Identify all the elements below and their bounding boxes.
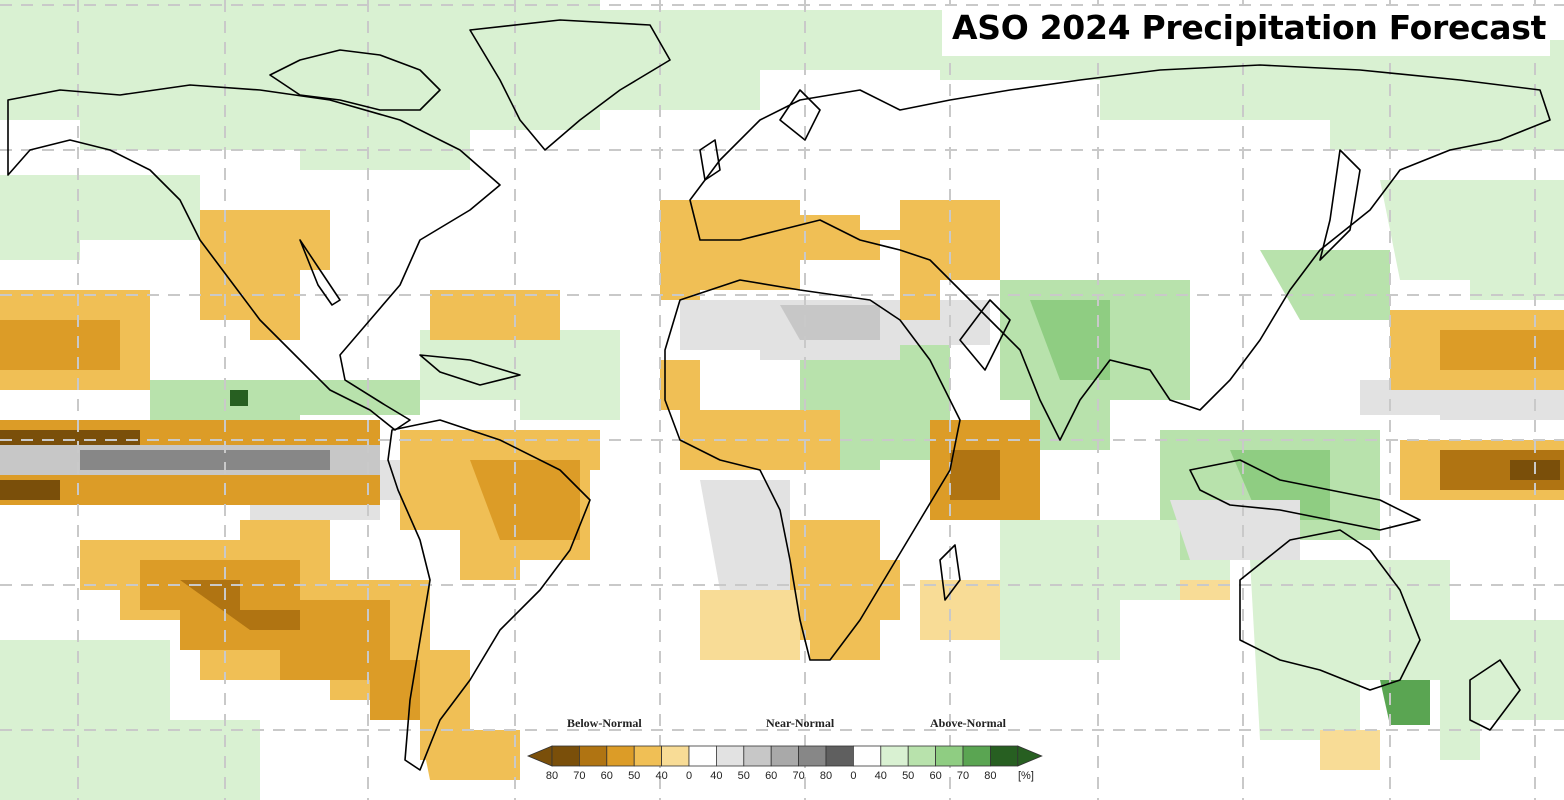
above-normal-south-indian xyxy=(1000,520,1230,660)
below-normal-sw-us xyxy=(200,210,330,340)
map-title: ASO 2024 Precipitation Forecast xyxy=(952,8,1547,47)
legend-tick-label: 80 xyxy=(819,770,833,782)
above-normal-se-australia-core xyxy=(1380,680,1430,725)
new-zealand-outline xyxy=(1469,659,1521,731)
below-normal-mozambique-channel xyxy=(920,580,1000,640)
below-normal-west-africa-coast xyxy=(660,360,700,410)
legend-tick-label: 80 xyxy=(545,770,559,782)
legend-units: [%] xyxy=(1018,770,1034,782)
below-normal-subtropical-atlantic xyxy=(430,290,560,340)
below-normal-itcz-south-core xyxy=(0,480,60,500)
below-normal-southern-africa xyxy=(790,520,900,660)
greenland-outline xyxy=(469,19,671,151)
legend-tick-label: 50 xyxy=(737,770,750,782)
madagascar-outline xyxy=(939,544,961,601)
legend-tick-label: 60 xyxy=(600,770,613,782)
legend-swatch xyxy=(962,745,991,767)
south-america-outline xyxy=(387,419,591,771)
legend-colorbar xyxy=(526,745,1043,767)
above-normal-arctic-west xyxy=(0,0,600,170)
legend-tick-label: 50 xyxy=(628,770,641,782)
legend-swatch xyxy=(798,745,827,767)
legend-below-normal-label: Below-Normal xyxy=(567,716,642,730)
legend-swatch xyxy=(743,745,772,767)
below-normal-west-pacific-north-core xyxy=(1440,330,1564,370)
legend-swatch xyxy=(825,745,854,767)
legend-tick-label: 70 xyxy=(792,770,805,782)
legend-tick-label: 40 xyxy=(655,770,668,782)
legend-tick-label: 70 xyxy=(573,770,586,782)
legend-swatch xyxy=(606,745,635,767)
legend-swatch xyxy=(661,745,690,767)
above-normal-tasman xyxy=(1440,620,1564,760)
legend-high-arrow xyxy=(1017,745,1043,767)
continent-outlines xyxy=(7,19,1551,771)
above-normal-ne-pacific xyxy=(0,175,200,260)
above-normal-pacific-spot xyxy=(230,390,248,406)
legend-swatch xyxy=(716,745,745,767)
australia-outline xyxy=(1239,529,1421,691)
below-normal-se-pacific-core xyxy=(180,580,300,630)
near-normal-gulf-of-guinea xyxy=(700,480,790,590)
legend-tick-label: 40 xyxy=(710,770,723,782)
legend-near-normal-label: Near-Normal xyxy=(766,716,835,730)
legend-swatch xyxy=(633,745,663,767)
below-normal-south-atlantic-cone xyxy=(420,730,520,780)
legend-tick-label: 60 xyxy=(929,770,942,782)
legend-swatch xyxy=(551,745,580,767)
legend-tick-label: 0 xyxy=(685,770,693,782)
eurasia-outline xyxy=(689,64,1551,441)
title-backdrop xyxy=(942,6,1550,56)
legend-swatch xyxy=(935,745,964,767)
legend-tick-label: 70 xyxy=(956,770,970,782)
below-normal-itcz-north-core xyxy=(0,430,140,445)
legend-above-normal-label: Above-Normal xyxy=(930,716,1006,730)
above-normal-arctic-east xyxy=(940,40,1564,150)
baja-california-outline xyxy=(299,239,341,306)
below-normal-western-indian-core xyxy=(950,450,1000,500)
legend-swatch xyxy=(688,745,717,767)
legend-tick-label: 80 xyxy=(984,770,997,782)
scandinavia-detail-outline xyxy=(779,89,821,141)
legend-tick-label: 40 xyxy=(874,770,887,782)
legend-tick-label: 50 xyxy=(902,770,915,782)
arabian-peninsula-outline xyxy=(959,299,1011,371)
below-normal-amazon-core xyxy=(470,460,580,540)
near-normal-sahara-core xyxy=(780,305,880,340)
legend-swatch xyxy=(880,745,909,767)
above-normal-nw-pacific xyxy=(1380,180,1564,300)
legend-tick-label: 0 xyxy=(850,770,857,782)
legend-swatch xyxy=(990,745,1019,767)
below-normal-itcz-south xyxy=(0,475,380,505)
near-normal-timor-sea xyxy=(1170,500,1300,560)
near-normal-equatorial-pacific-core xyxy=(80,450,330,470)
legend-swatch xyxy=(579,745,608,767)
caribbean-islands-outline xyxy=(419,354,521,386)
maritime-continent-outline xyxy=(1189,459,1421,531)
below-normal-west-australia-patch xyxy=(1180,580,1230,600)
legend-tick-label: 60 xyxy=(765,770,778,782)
north-america-outline xyxy=(7,84,501,431)
legend-swatch xyxy=(770,745,800,767)
below-normal-southern-ocean-patch xyxy=(1320,730,1380,770)
above-normal-south-pacific-sw xyxy=(0,640,260,800)
below-normal-ne-pacific-core xyxy=(0,320,120,370)
below-normal-south-atlantic-east xyxy=(700,590,800,660)
japan-kamchatka-outline xyxy=(1319,149,1361,261)
africa-outline xyxy=(664,279,961,661)
british-isles-outline xyxy=(699,139,721,181)
legend-swatch xyxy=(853,745,882,767)
above-normal-east-australia xyxy=(1250,560,1450,740)
above-normal-india-core xyxy=(1030,300,1110,380)
below-normal-mediterranean xyxy=(660,200,900,300)
above-normal-east-asia xyxy=(1260,250,1390,320)
canadian-archipelago-outline xyxy=(269,49,441,111)
legend-swatch xyxy=(907,745,937,767)
